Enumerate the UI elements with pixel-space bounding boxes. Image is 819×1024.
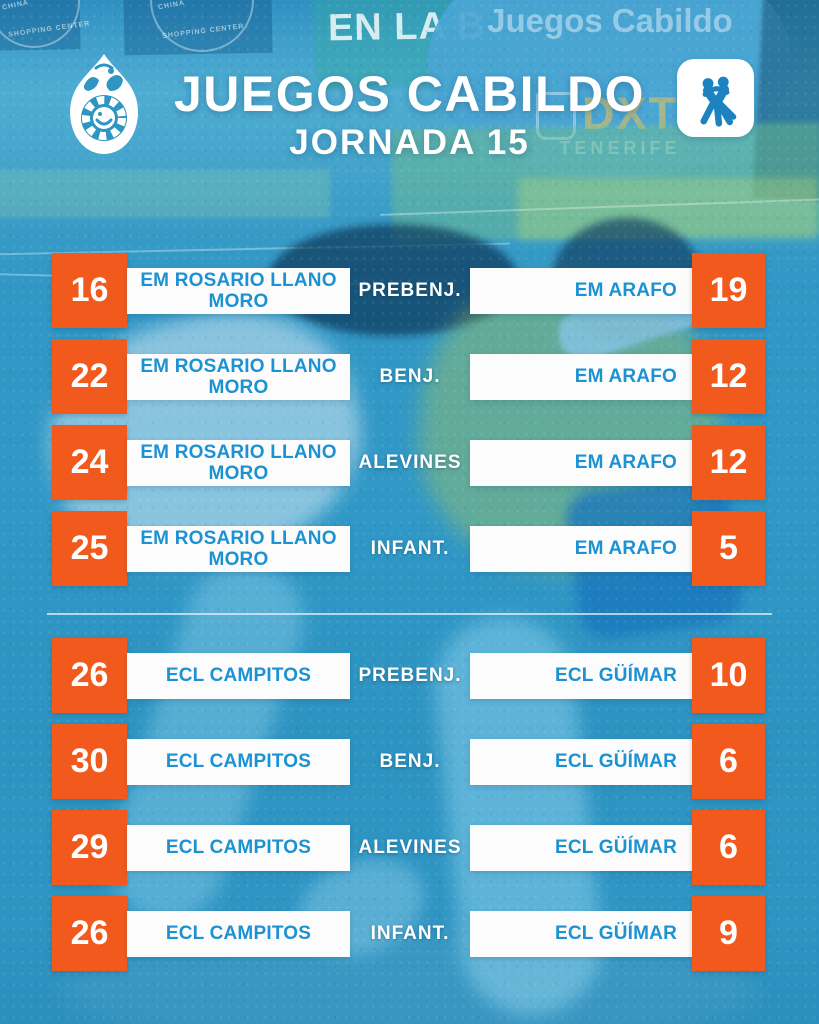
home-team-box: EM ROSARIO LLANO MORO bbox=[127, 267, 350, 314]
category-label: BENJ. bbox=[379, 750, 441, 772]
away-team-box: ECL GÜÍMAR bbox=[470, 824, 692, 871]
home-score-box: 24 bbox=[52, 425, 127, 500]
home-score-box: 30 bbox=[52, 724, 127, 799]
home-score-box: 26 bbox=[52, 896, 127, 971]
home-team-box: ECL CAMPITOS bbox=[127, 738, 350, 785]
category-label: ALEVINES bbox=[358, 451, 462, 473]
home-score-box: 16 bbox=[52, 253, 127, 328]
away-team-box: EM ARAFO bbox=[470, 353, 692, 400]
match-row: 26 ECL CAMPITOS INFANT. ECL GÜÍMAR 9 bbox=[52, 896, 765, 971]
away-team-box: ECL GÜÍMAR bbox=[470, 910, 692, 957]
away-score-box: 9 bbox=[692, 896, 765, 971]
match-row: 16 EM ROSARIO LLANO MORO PREBENJ. EM ARA… bbox=[52, 253, 765, 328]
match-row: 26 ECL CAMPITOS PREBENJ. ECL GÜÍMAR 10 bbox=[52, 638, 765, 713]
category-label: ALEVINES bbox=[358, 836, 462, 858]
away-score-box: 5 bbox=[692, 511, 765, 586]
home-score-box: 29 bbox=[52, 810, 127, 885]
category-label: PREBENJ. bbox=[358, 279, 462, 301]
home-team-box: ECL CAMPITOS bbox=[127, 910, 350, 957]
home-team-box: ECL CAMPITOS bbox=[127, 824, 350, 871]
category-label: PREBENJ. bbox=[358, 664, 462, 686]
home-score-box: 25 bbox=[52, 511, 127, 586]
home-team-box: EM ROSARIO LLANO MORO bbox=[127, 525, 350, 572]
match-row: 30 ECL CAMPITOS BENJ. ECL GÜÍMAR 6 bbox=[52, 724, 765, 799]
home-score-box: 22 bbox=[52, 339, 127, 414]
home-score-box: 26 bbox=[52, 638, 127, 713]
away-team-box: EM ARAFO bbox=[470, 267, 692, 314]
match-row: 24 EM ROSARIO LLANO MORO ALEVINES EM ARA… bbox=[52, 425, 765, 500]
match-row: 29 ECL CAMPITOS ALEVINES ECL GÜÍMAR 6 bbox=[52, 810, 765, 885]
category-label: INFANT. bbox=[370, 537, 450, 559]
away-score-box: 12 bbox=[692, 425, 765, 500]
away-score-box: 6 bbox=[692, 810, 765, 885]
group-divider bbox=[47, 613, 772, 615]
club-emblem-icon bbox=[66, 52, 142, 161]
match-row: 22 EM ROSARIO LLANO MORO BENJ. EM ARAFO … bbox=[52, 339, 765, 414]
away-team-box: EM ARAFO bbox=[470, 439, 692, 486]
home-team-box: EM ROSARIO LLANO MORO bbox=[127, 353, 350, 400]
away-score-box: 10 bbox=[692, 638, 765, 713]
category-label: INFANT. bbox=[370, 922, 450, 944]
match-row: 25 EM ROSARIO LLANO MORO INFANT. EM ARAF… bbox=[52, 511, 765, 586]
wrestling-icon bbox=[699, 76, 736, 127]
match-results: 16 EM ROSARIO LLANO MORO PREBENJ. EM ARA… bbox=[47, 253, 772, 982]
away-team-box: ECL GÜÍMAR bbox=[470, 738, 692, 785]
home-team-box: ECL CAMPITOS bbox=[127, 652, 350, 699]
away-team-box: ECL GÜÍMAR bbox=[470, 652, 692, 699]
wrestling-icon-box bbox=[677, 59, 754, 137]
home-team-box: EM ROSARIO LLANO MORO bbox=[127, 439, 350, 486]
away-score-box: 19 bbox=[692, 253, 765, 328]
away-score-box: 6 bbox=[692, 724, 765, 799]
away-team-box: EM ARAFO bbox=[470, 525, 692, 572]
category-label: BENJ. bbox=[379, 365, 441, 387]
away-score-box: 12 bbox=[692, 339, 765, 414]
